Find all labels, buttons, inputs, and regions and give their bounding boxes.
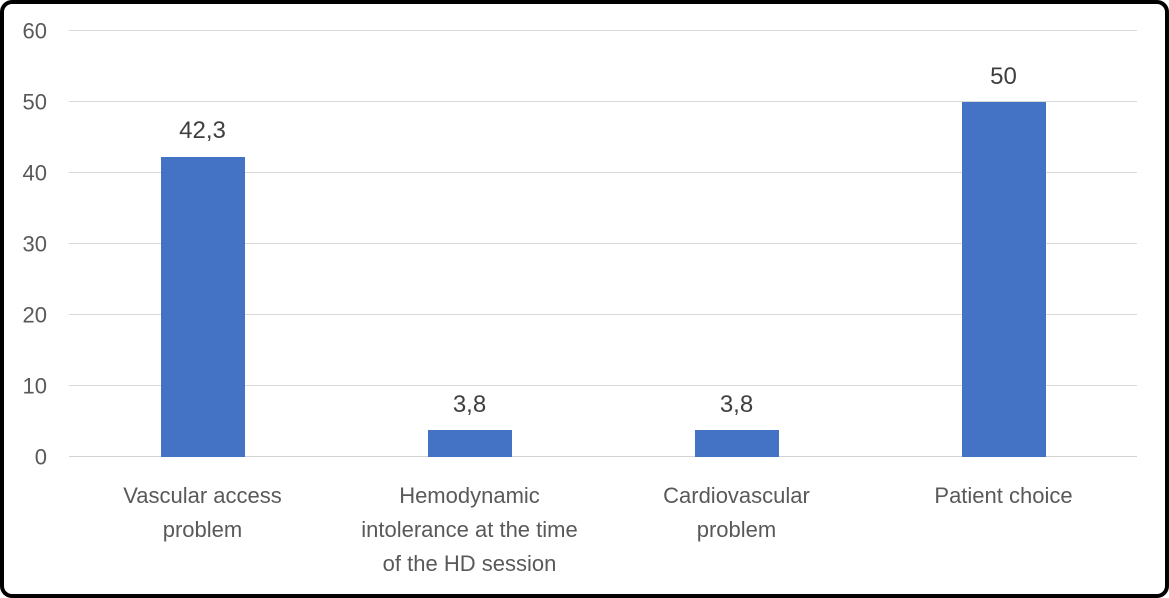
plot-area: 0 10 20 30 40 50 60 42,3 3,8 3,8 50 [23, 18, 1137, 469]
gridline [69, 30, 1137, 31]
y-axis-tick-label: 10 [22, 373, 47, 399]
x-axis-category-label: Vascular access problem [123, 483, 282, 542]
y-axis-tick-label: 0 [34, 444, 47, 470]
bar-value-label: 42,3 [179, 117, 226, 145]
bar-value-label: 3,8 [452, 390, 487, 418]
y-axis-tick-label: 60 [22, 18, 47, 44]
bar-slot: 42,3 [69, 31, 336, 457]
bar [961, 102, 1046, 457]
bar [694, 430, 779, 457]
y-axis-tick-label: 20 [22, 302, 47, 328]
bar-value-label: 50 [990, 62, 1017, 90]
gridline [69, 172, 1137, 174]
y-axis-tick-label: 50 [22, 89, 47, 115]
bar-slot: 3,8 [336, 31, 603, 457]
x-axis-line [69, 456, 1137, 457]
y-axis-tick-label: 40 [22, 160, 47, 186]
gridline [69, 314, 1137, 316]
bar [427, 430, 512, 457]
x-axis-labels-row: Vascular access problem Hemodynamic intol… [69, 479, 1137, 581]
bar [160, 156, 245, 457]
x-axis-category-label: Patient choice [934, 483, 1073, 508]
gridline [69, 243, 1137, 244]
gridline [69, 101, 1137, 102]
bar-slot: 50 [870, 31, 1137, 457]
x-axis-category-label: Cardiovascular problem [663, 483, 810, 542]
y-axis-tick-label: 30 [22, 231, 47, 257]
bar-slot: 3,8 [603, 31, 870, 457]
bar-value-label: 3,8 [719, 390, 754, 418]
x-axis-category-label: Hemodynamic intolerance at the time of t… [361, 483, 578, 576]
gridline [69, 385, 1137, 387]
